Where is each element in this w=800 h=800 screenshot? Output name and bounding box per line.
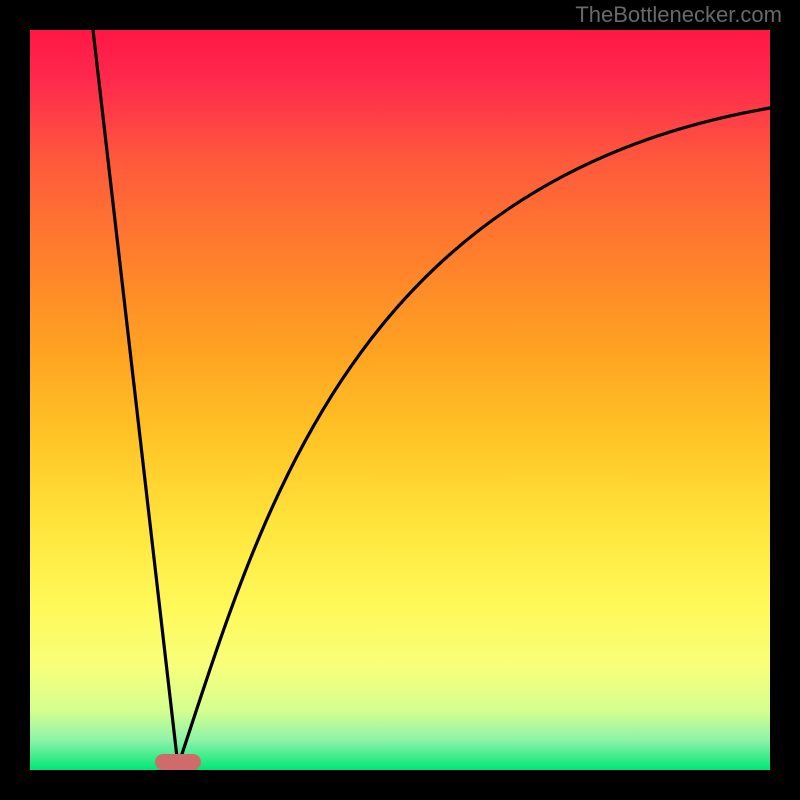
bottleneck-curve bbox=[30, 30, 770, 770]
watermark-text: TheBottlenecker.com bbox=[575, 2, 782, 28]
plot-area bbox=[30, 30, 770, 770]
optimal-point-marker bbox=[155, 754, 201, 770]
chart-container: TheBottlenecker.com bbox=[0, 0, 800, 800]
